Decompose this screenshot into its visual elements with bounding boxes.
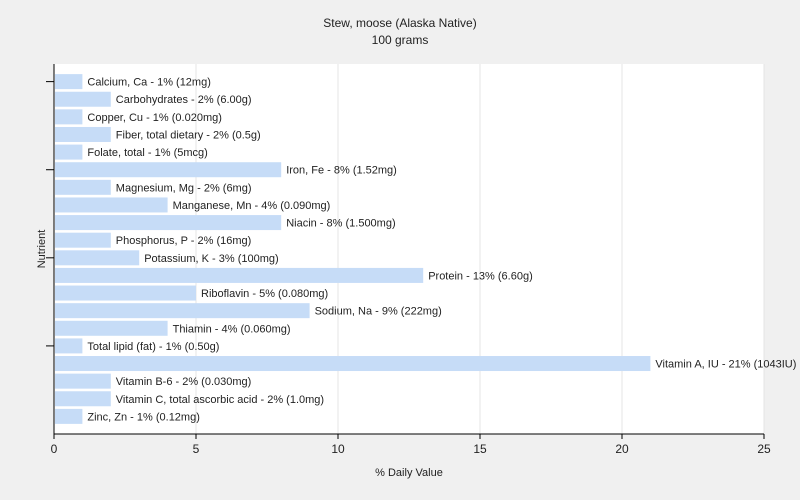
bar-label: Potassium, K - 3% (100mg) xyxy=(144,253,279,265)
chart-subtitle: 100 grams xyxy=(372,33,429,47)
bar xyxy=(55,320,168,336)
bar-label: Niacin - 8% (1.500mg) xyxy=(286,218,395,230)
bar-label: Folate, total - 1% (5mcg) xyxy=(87,147,207,159)
bar-label: Sodium, Na - 9% (222mg) xyxy=(315,306,442,318)
bar xyxy=(55,144,83,160)
bar xyxy=(55,373,111,389)
gridlines xyxy=(195,64,765,434)
bar xyxy=(55,162,282,178)
bar-label: Magnesium, Mg - 2% (6mg) xyxy=(116,182,252,194)
bar-label: Vitamin A, IU - 21% (1043IU) xyxy=(655,359,796,371)
bar-label: Vitamin B-6 - 2% (0.030mg) xyxy=(116,376,252,388)
bar xyxy=(55,91,111,107)
x-tick-label: 20 xyxy=(615,442,629,456)
bar xyxy=(55,197,168,213)
bar xyxy=(55,285,196,301)
bar-label: Vitamin C, total ascorbic acid - 2% (1.0… xyxy=(116,394,324,406)
bar xyxy=(55,267,424,283)
bar-label: Thiamin - 4% (0.060mg) xyxy=(173,323,291,335)
y-axis-title: Nutrient xyxy=(36,230,48,269)
bar-label: Total lipid (fat) - 1% (0.50g) xyxy=(87,341,219,353)
bar-label: Protein - 13% (6.60g) xyxy=(428,270,533,282)
bar-label: Manganese, Mn - 4% (0.090mg) xyxy=(173,200,331,212)
bar-label: Fiber, total dietary - 2% (0.5g) xyxy=(116,129,261,141)
x-tick-label: 10 xyxy=(331,442,345,456)
bar xyxy=(55,356,651,372)
bar xyxy=(55,179,111,195)
x-tick-label: 25 xyxy=(757,442,771,456)
x-axis-title: % Daily Value xyxy=(375,467,443,479)
bar-label: Zinc, Zn - 1% (0.12mg) xyxy=(87,411,199,423)
bar-label: Copper, Cu - 1% (0.020mg) xyxy=(87,112,222,124)
bar xyxy=(55,338,83,354)
bar-label: Carbohydrates - 2% (6.00g) xyxy=(116,94,252,106)
bar xyxy=(55,215,282,231)
bar-label: Iron, Fe - 8% (1.52mg) xyxy=(286,165,397,177)
bar xyxy=(55,109,83,125)
bar-label: Calcium, Ca - 1% (12mg) xyxy=(87,77,210,89)
bar xyxy=(55,74,83,90)
chart-title: Stew, moose (Alaska Native) xyxy=(323,16,476,30)
plot-area xyxy=(54,64,764,434)
bar-label: Phosphorus, P - 2% (16mg) xyxy=(116,235,252,247)
bar xyxy=(55,408,83,424)
bar xyxy=(55,126,111,142)
bar xyxy=(55,250,140,266)
x-tick-label: 15 xyxy=(473,442,487,456)
x-tick-label: 5 xyxy=(193,442,200,456)
bar xyxy=(55,303,310,319)
axes: 0 5 10 15 20 25 xyxy=(46,64,771,456)
bars: Calcium, Ca - 1% (12mg) Carbohydrates - 2… xyxy=(55,74,796,424)
bar xyxy=(55,391,111,407)
x-tick-label: 0 xyxy=(51,442,58,456)
bar xyxy=(55,232,111,248)
bar-label: Riboflavin - 5% (0.080mg) xyxy=(201,288,328,300)
